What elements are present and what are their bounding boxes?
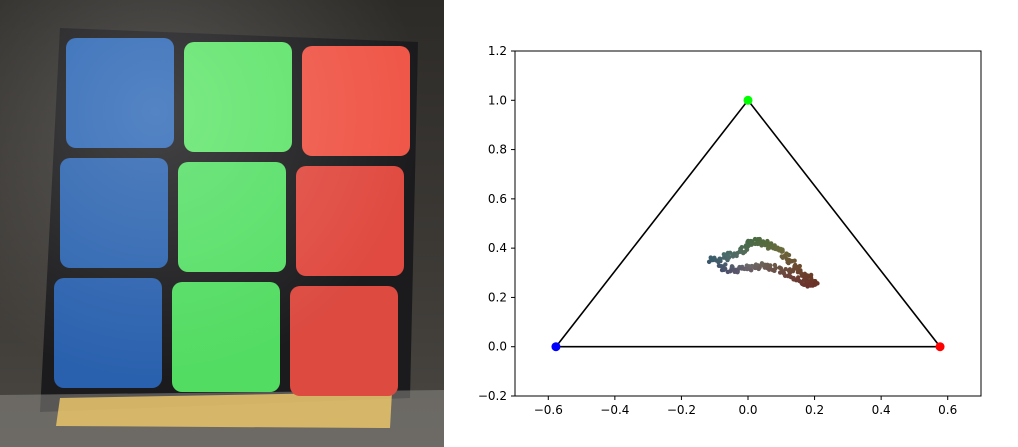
vertex-marker xyxy=(551,342,561,352)
x-tick-label: −0.6 xyxy=(534,403,563,417)
cluster-point xyxy=(772,262,778,268)
y-tick-label: −0.2 xyxy=(478,389,507,403)
cluster-point xyxy=(728,269,733,274)
chart-panel: −0.6 −0.4 −0.2 0.0 0.2 0.4 0.6 −0.2 0.0 0.2 0.4 0.… xyxy=(444,0,1018,447)
cluster-point xyxy=(749,263,755,269)
cluster-point xyxy=(784,252,790,257)
x-tick-label: −0.2 xyxy=(667,403,696,417)
cluster-point xyxy=(726,254,732,260)
cluster-point xyxy=(805,279,810,285)
x-tick-label: 0.2 xyxy=(805,403,824,417)
cluster-point xyxy=(808,275,814,280)
cluster-point xyxy=(759,243,764,248)
cluster-point xyxy=(753,241,758,247)
cluster-point xyxy=(768,263,773,268)
y-tick-label: 1.0 xyxy=(488,93,507,107)
triangle-outline xyxy=(554,98,942,348)
y-tick-label: 0.8 xyxy=(488,143,507,157)
y-tick-label: 0.0 xyxy=(488,340,507,354)
vertex-marker xyxy=(935,342,945,352)
x-tick-label: −0.4 xyxy=(600,403,629,417)
cluster-point xyxy=(753,265,758,271)
cluster-point xyxy=(729,264,735,269)
cluster-point xyxy=(745,266,750,272)
cluster-point xyxy=(778,266,784,271)
cluster-point xyxy=(716,263,722,268)
cluster-point xyxy=(780,255,785,260)
y-tick-label: 0.4 xyxy=(488,241,507,255)
x-tick-label: 0.4 xyxy=(872,403,891,417)
x-axis: −0.6 −0.4 −0.2 0.0 0.2 0.4 0.6 xyxy=(534,396,957,417)
cluster-point xyxy=(739,245,745,250)
cluster-point xyxy=(748,242,754,247)
cluster-point xyxy=(766,244,772,249)
cluster-point xyxy=(760,239,766,244)
cluster-point xyxy=(752,236,758,242)
cluster-point xyxy=(798,269,803,275)
cluster-point xyxy=(712,255,717,261)
cube-photo xyxy=(0,0,444,447)
y-axis: −0.2 0.0 0.2 0.4 0.6 0.8 1.0 1.2 xyxy=(478,44,515,403)
cluster-point xyxy=(743,243,749,248)
plot-area xyxy=(551,95,945,352)
cluster-point xyxy=(794,266,799,271)
y-tick-label: 0.6 xyxy=(488,192,507,206)
cluster-point xyxy=(706,259,712,265)
photo-glare xyxy=(0,0,444,447)
cluster-point xyxy=(759,262,764,267)
cluster-point xyxy=(732,251,737,256)
cluster-point xyxy=(789,258,795,264)
cube-photo-drawing xyxy=(0,0,444,447)
cluster-point xyxy=(722,266,728,271)
cluster-point xyxy=(732,269,737,274)
chart-svg: −0.6 −0.4 −0.2 0.0 0.2 0.4 0.6 −0.2 0.0 0.2 0.4 0.… xyxy=(478,44,982,417)
cluster-point xyxy=(791,275,796,281)
cluster-point xyxy=(738,249,743,254)
cluster-point xyxy=(727,250,733,256)
cluster-point xyxy=(808,282,813,287)
cluster-point xyxy=(717,256,722,261)
cluster-point xyxy=(780,249,785,254)
vertex-marker xyxy=(743,95,753,105)
y-tick-label: 0.2 xyxy=(488,290,507,304)
cluster-point xyxy=(778,269,784,275)
cluster-point xyxy=(765,240,770,246)
cluster-point xyxy=(708,255,713,260)
axes-frame xyxy=(514,50,982,397)
y-tick-label: 1.2 xyxy=(488,44,507,58)
x-tick-label: 0.6 xyxy=(938,403,957,417)
cluster-point xyxy=(770,244,775,249)
x-tick-label: 0.0 xyxy=(738,403,757,417)
